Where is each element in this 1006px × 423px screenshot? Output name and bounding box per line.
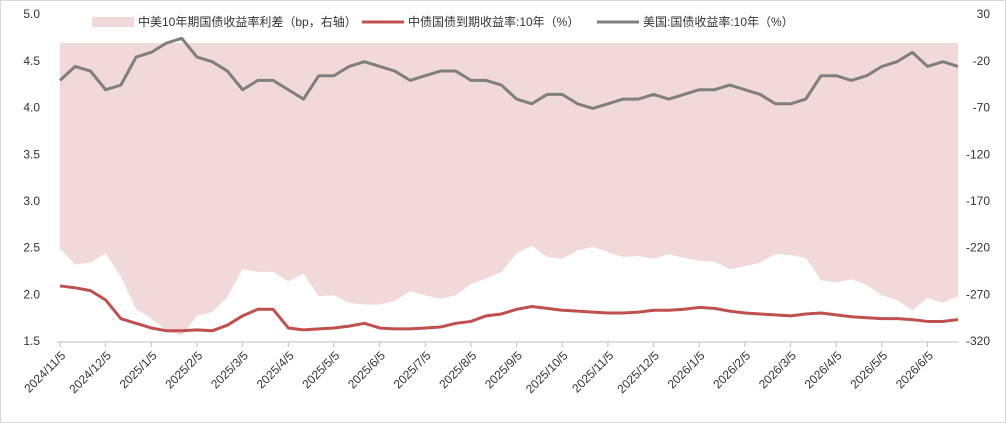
spread-area [60, 43, 958, 336]
y2-tick-label: -170 [966, 194, 990, 208]
y2-tick-label: -270 [966, 287, 990, 301]
y-tick-label: 2.5 [23, 241, 40, 255]
y2-tick-label: -70 [973, 101, 991, 115]
y-tick-label: 1.5 [23, 334, 40, 348]
legend-swatch [92, 17, 134, 27]
y2-tick-label: 30 [977, 7, 991, 21]
y-tick-label: 5.0 [23, 7, 40, 21]
legend-label: 中债国债到期收益率:10年（%） [408, 14, 579, 29]
y-tick-label: 4.5 [23, 54, 40, 68]
legend-label: 中美10年期国债收益率利差（bp，右轴） [138, 14, 357, 29]
legend-label: 美国:国债收益率:10年（%） [643, 14, 794, 29]
series-line [59, 284, 959, 333]
y-tick-label: 3.0 [23, 194, 40, 208]
y-tick-label: 4.0 [23, 101, 40, 115]
series-line [58, 36, 959, 110]
y2-tick-label: -220 [966, 241, 990, 255]
y2-tick-label: -120 [966, 147, 990, 161]
y-tick-label: 3.5 [23, 147, 40, 161]
y2-tick-label: -20 [973, 54, 991, 68]
y2-tick-label: -320 [966, 334, 990, 348]
y-tick-label: 2.0 [23, 287, 40, 301]
